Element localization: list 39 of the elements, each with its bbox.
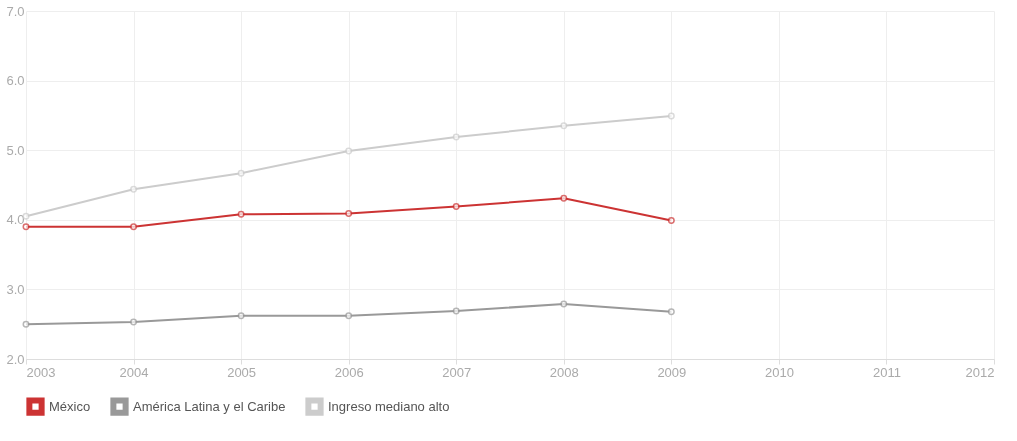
x-tick-label: 2012 (965, 364, 995, 380)
point (130, 223, 138, 231)
point (22, 223, 30, 231)
point (130, 318, 138, 326)
point (237, 312, 245, 320)
point (345, 312, 353, 320)
legend-label: Ingreso mediano alto (328, 398, 450, 414)
point (667, 308, 675, 316)
point (237, 210, 245, 218)
point (667, 217, 675, 224)
point (130, 185, 138, 193)
y-tick-label: 6.0 (6, 73, 25, 89)
x-tick-label: 2010 (764, 364, 794, 380)
point (452, 203, 460, 211)
point (345, 147, 353, 155)
point (345, 210, 353, 218)
legend-label: México (49, 398, 91, 414)
x-tick-label: 2003 (26, 364, 56, 380)
legend-label: América Latina y el Caribe (133, 398, 286, 414)
point (560, 122, 568, 130)
x-tick-label: 2004 (119, 364, 149, 380)
point (237, 169, 245, 177)
x-tick-label: 2009 (657, 364, 687, 380)
point (452, 133, 460, 141)
point (560, 194, 568, 202)
point (560, 300, 568, 308)
x-tick-label: 2011 (872, 364, 901, 380)
point (22, 320, 30, 328)
y-tick-label: 2.0 (6, 351, 25, 367)
x-tick-label: 2007 (442, 364, 472, 380)
y-tick-label: 5.0 (6, 142, 25, 158)
x-tick-label: 2006 (334, 364, 364, 380)
y-tick-label: 4.0 (6, 212, 25, 228)
y-tick-label: 7.0 (6, 3, 25, 19)
x-tick-label: 2008 (549, 364, 579, 380)
x-tick-label: 2005 (227, 364, 257, 380)
y-tick-label: 3.0 (6, 281, 25, 297)
point (667, 112, 675, 120)
point (452, 307, 460, 315)
